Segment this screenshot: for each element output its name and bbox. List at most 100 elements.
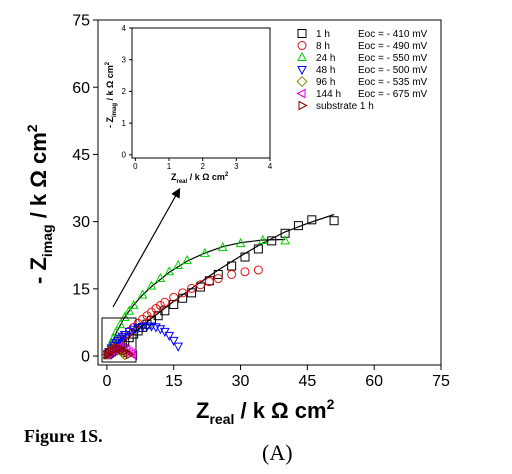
x-tick-label: 0 [133, 162, 138, 171]
x-tick-label: 45 [298, 373, 316, 390]
data-point-48-h [267, 178, 271, 182]
data-point-24-h [137, 289, 148, 299]
data-point-96-h [285, 147, 290, 152]
data-point-48-h [168, 336, 179, 347]
data-point-144-h [309, 151, 313, 155]
data-point-144-h [125, 348, 135, 359]
data-point-1-h [195, 282, 205, 292]
data-point-96-h [271, 166, 276, 171]
data-point-48-h [137, 322, 148, 333]
data-point-48-h [119, 331, 130, 341]
data-point-8-h [155, 300, 165, 310]
data-point-1-h [240, 252, 250, 262]
data-point-1-h [169, 300, 179, 310]
legend-marker-24-h [297, 51, 307, 61]
data-point-96-h [325, 112, 330, 117]
x-tick-label: 3 [234, 162, 239, 171]
data-point-substrate-1-h [269, 174, 273, 178]
legend-series-name: 96 h [316, 77, 335, 88]
data-point-24-h [128, 299, 139, 309]
data-point-96-h [278, 155, 283, 160]
fit-line-48-h [267, 53, 361, 183]
data-point-1-h [187, 288, 197, 298]
data-point-1-h [146, 316, 156, 326]
data-point-substrate-1-h [306, 152, 310, 156]
data-point-8-h [275, 170, 279, 174]
data-point-substrate-1-h [276, 170, 280, 174]
data-point-24-h [285, 120, 289, 124]
y-tick-label: 0 [81, 349, 90, 366]
data-point-8-h [269, 176, 273, 180]
data-point-substrate-1-h [313, 143, 317, 147]
legend-marker-96-h [296, 75, 308, 88]
y-tick-label: 4 [122, 24, 127, 33]
data-point-8-h [187, 283, 197, 293]
legend-eoc-label: Eoc = - 490 mV [358, 41, 428, 52]
data-point-8-h [151, 304, 161, 314]
data-point-8-h [267, 179, 271, 183]
legend-eoc-label: Eoc = - 535 mV [358, 77, 428, 88]
panel-label: (A) [262, 440, 293, 465]
x-tick-label: 15 [165, 373, 183, 390]
data-point-1-h [160, 306, 170, 316]
data-point-8-h [195, 280, 205, 290]
data-point-1-h [267, 176, 271, 180]
data-point-96-h [268, 172, 273, 177]
data-point-1-h [272, 157, 276, 161]
data-point-24-h [272, 155, 276, 159]
data-point-24-h [279, 136, 283, 140]
data-point-144-h [349, 141, 353, 145]
legend-series-name: substrate 1 h [316, 101, 374, 112]
data-point-48-h [279, 149, 283, 153]
data-point-24-h [164, 266, 175, 276]
data-point-1-h [307, 215, 317, 225]
data-point-48-h [275, 156, 279, 160]
y-tick-label: 2 [122, 87, 127, 96]
data-point-144-h [342, 139, 346, 143]
data-point-1-h [329, 216, 339, 226]
data-point-substrate-1-h [105, 348, 115, 358]
data-point-1-h [285, 130, 289, 134]
data-point-96-h [292, 139, 297, 144]
legend-series-name: 48 h [316, 65, 335, 76]
data-point-8-h [332, 135, 336, 139]
fit-line-96-h [267, 104, 402, 183]
figure-label: Figure 1S. [24, 426, 103, 446]
legend-eoc-label: Eoc = - 675 mV [358, 89, 428, 100]
data-point-8-h [339, 125, 343, 129]
data-point-48-h [124, 327, 135, 338]
data-point-1-h [292, 117, 296, 121]
inset-x-axis-label: Zreal / k Ω cm2 [171, 172, 229, 185]
data-point-8-h [285, 165, 289, 169]
y-tick-label: 75 [72, 13, 90, 30]
data-point-8-h [292, 168, 296, 172]
y-tick-label: 3 [122, 56, 127, 65]
data-point-8-h [302, 171, 306, 175]
legend-series-name: 8 h [316, 41, 330, 52]
data-point-1-h [178, 293, 188, 303]
inset-plot-frame [131, 27, 271, 159]
data-point-48-h [353, 54, 357, 58]
data-point-8-h [346, 116, 350, 120]
data-point-48-h [115, 334, 126, 344]
data-point-substrate-1-h [121, 346, 131, 356]
x-tick-label: 4 [268, 162, 273, 171]
data-point-1-h [275, 149, 279, 153]
x-tick-label: 0 [102, 373, 111, 390]
data-point-8-h [295, 171, 299, 175]
data-point-144-h [288, 160, 292, 164]
legend-marker-48-h [297, 66, 307, 76]
data-point-96-h [386, 110, 391, 115]
data-point-8-h [160, 297, 170, 307]
data-point-48-h [113, 336, 123, 347]
data-point-144-h [302, 154, 306, 158]
data-point-24-h [173, 259, 184, 270]
legend-series-name: 1 h [316, 29, 330, 40]
data-point-24-h [280, 235, 290, 245]
data-point-144-h [295, 157, 299, 161]
legend-eoc-label: Eoc = - 550 mV [358, 53, 428, 64]
data-point-24-h [182, 254, 192, 265]
data-point-48-h [173, 342, 184, 352]
zoom-region-box [101, 317, 137, 363]
